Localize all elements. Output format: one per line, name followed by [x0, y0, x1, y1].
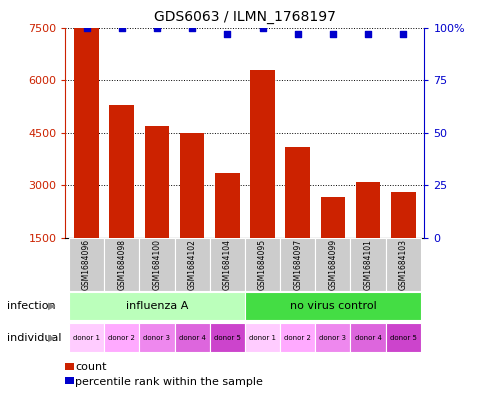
Text: ▶: ▶ [47, 301, 55, 311]
Bar [320, 197, 345, 238]
Text: donor 2: donor 2 [108, 334, 135, 341]
Bar [244, 292, 420, 320]
Bar [209, 238, 244, 291]
Text: donor 3: donor 3 [143, 334, 170, 341]
Text: infection: infection [7, 301, 56, 311]
Bar [355, 182, 379, 238]
Text: GSM1684101: GSM1684101 [363, 239, 372, 290]
Text: GSM1684095: GSM1684095 [257, 239, 267, 290]
Text: ▶: ▶ [47, 332, 55, 343]
Text: donor 1: donor 1 [73, 334, 100, 341]
Point [363, 31, 371, 37]
Bar [180, 132, 204, 238]
Bar [315, 238, 350, 291]
Point [258, 24, 266, 31]
Bar [315, 323, 350, 352]
Bar [280, 238, 315, 291]
Bar [350, 238, 385, 291]
Bar [104, 323, 139, 352]
Bar [350, 323, 385, 352]
Bar [69, 292, 244, 320]
Bar [390, 192, 415, 238]
Text: GSM1684097: GSM1684097 [293, 239, 302, 290]
Text: count: count [75, 362, 106, 373]
Point [83, 24, 91, 31]
Bar [280, 323, 315, 352]
Text: no virus control: no virus control [289, 301, 376, 311]
Text: GSM1684099: GSM1684099 [328, 239, 337, 290]
Bar [385, 238, 420, 291]
Point [398, 31, 406, 37]
Text: individual: individual [7, 332, 61, 343]
Bar [139, 323, 174, 352]
Text: GSM1684103: GSM1684103 [398, 239, 407, 290]
Text: donor 2: donor 2 [284, 334, 311, 341]
Text: GSM1684098: GSM1684098 [117, 239, 126, 290]
Text: donor 4: donor 4 [354, 334, 381, 341]
Text: donor 3: donor 3 [319, 334, 346, 341]
Bar [385, 323, 420, 352]
Bar [69, 238, 104, 291]
Bar [69, 323, 104, 352]
Bar [250, 70, 274, 238]
Text: donor 5: donor 5 [389, 334, 416, 341]
Text: influenza A: influenza A [125, 301, 188, 311]
Point [328, 31, 336, 37]
Title: GDS6063 / ILMN_1768197: GDS6063 / ILMN_1768197 [153, 10, 335, 24]
Bar [139, 238, 174, 291]
Point [118, 24, 125, 31]
Bar [144, 126, 169, 238]
Point [153, 24, 161, 31]
Bar [244, 238, 280, 291]
Bar [174, 323, 209, 352]
Text: percentile rank within the sample: percentile rank within the sample [75, 376, 262, 387]
Bar [285, 147, 309, 238]
Bar [209, 323, 244, 352]
Bar [174, 238, 209, 291]
Text: donor 5: donor 5 [213, 334, 240, 341]
Bar [74, 28, 99, 238]
Text: GSM1684096: GSM1684096 [82, 239, 91, 290]
Point [188, 24, 196, 31]
Text: GSM1684102: GSM1684102 [187, 239, 196, 290]
Bar [214, 173, 239, 238]
Text: donor 1: donor 1 [248, 334, 275, 341]
Bar [109, 105, 134, 238]
Text: GSM1684100: GSM1684100 [152, 239, 161, 290]
Text: GSM1684104: GSM1684104 [222, 239, 231, 290]
Point [293, 31, 301, 37]
Text: donor 4: donor 4 [178, 334, 205, 341]
Bar [104, 238, 139, 291]
Bar [244, 323, 280, 352]
Point [223, 31, 231, 37]
